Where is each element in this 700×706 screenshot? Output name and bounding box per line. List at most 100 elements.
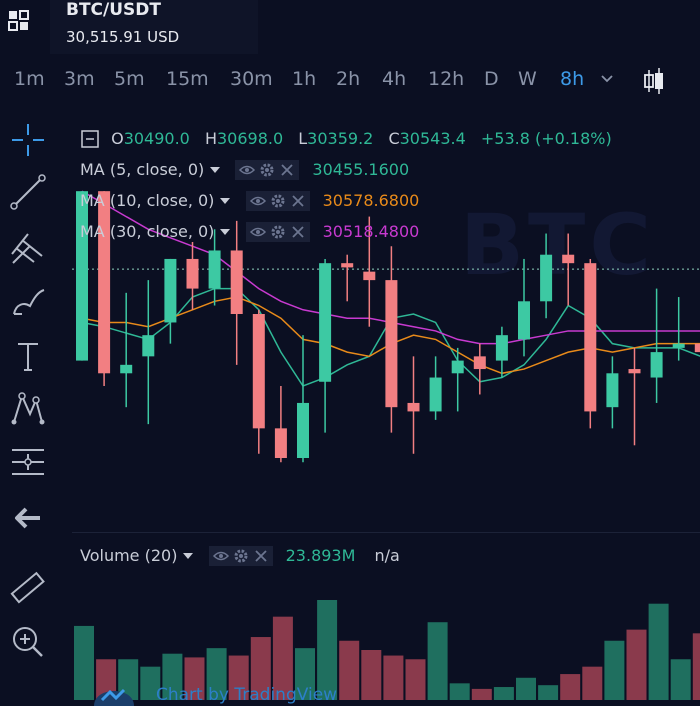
candle[interactable] bbox=[363, 216, 376, 327]
volume-bar bbox=[692, 633, 700, 700]
interval-1m[interactable]: 1m bbox=[14, 68, 45, 90]
volume-bar bbox=[140, 666, 161, 700]
interval-3m[interactable]: 3m bbox=[64, 68, 95, 90]
eye-icon[interactable] bbox=[211, 546, 231, 566]
eye-icon[interactable] bbox=[237, 160, 257, 180]
candle[interactable] bbox=[451, 347, 464, 412]
candle[interactable] bbox=[341, 254, 354, 302]
interval-bar: 1m 3m 5m 15m 30m 1h 2h 4h 12h D W 8h bbox=[0, 66, 700, 96]
text-icon[interactable] bbox=[8, 336, 48, 376]
gear-icon[interactable] bbox=[257, 160, 277, 180]
ma30-legend: MA (30, close, 0) 30518.4800 bbox=[80, 221, 419, 243]
pattern-icon[interactable] bbox=[8, 388, 48, 428]
pane-separator[interactable] bbox=[72, 532, 700, 533]
eye-icon[interactable] bbox=[248, 222, 268, 242]
ma5-value: 30455.1600 bbox=[312, 160, 410, 179]
candle[interactable] bbox=[208, 229, 221, 306]
volume-label[interactable]: Volume (20) bbox=[80, 546, 178, 565]
back-arrow-icon[interactable] bbox=[8, 498, 48, 538]
pitchfork-icon[interactable] bbox=[8, 228, 48, 268]
symbol-name[interactable]: BTC/USDT bbox=[66, 0, 161, 20]
caret-down-icon[interactable] bbox=[183, 552, 194, 559]
caret-down-icon[interactable] bbox=[210, 166, 221, 173]
interval-15m[interactable]: 15m bbox=[166, 68, 209, 90]
candle[interactable] bbox=[252, 309, 265, 454]
gear-icon[interactable] bbox=[268, 191, 288, 211]
volume-bar bbox=[361, 650, 382, 700]
symbol-box[interactable] bbox=[50, 0, 258, 54]
candle[interactable] bbox=[606, 356, 619, 429]
interval-4h[interactable]: 4h bbox=[382, 68, 407, 90]
volume-bar bbox=[295, 648, 315, 700]
ma30-label[interactable]: MA (30, close, 0) bbox=[80, 222, 215, 241]
brush-icon[interactable] bbox=[8, 282, 48, 322]
chevron-down-icon[interactable] bbox=[600, 72, 614, 86]
candle[interactable] bbox=[297, 335, 309, 463]
close-icon[interactable] bbox=[288, 191, 308, 211]
candle[interactable] bbox=[186, 242, 199, 310]
candle[interactable] bbox=[407, 356, 420, 454]
volume-extra: n/a bbox=[374, 546, 400, 565]
candle[interactable] bbox=[672, 297, 685, 361]
interval-5m[interactable]: 5m bbox=[114, 68, 145, 90]
candle[interactable] bbox=[518, 258, 530, 357]
interval-1h[interactable]: 1h bbox=[292, 68, 317, 90]
volume-bar bbox=[449, 683, 470, 700]
candle[interactable] bbox=[540, 233, 553, 319]
close-icon[interactable] bbox=[251, 546, 271, 566]
price-chart[interactable] bbox=[72, 110, 700, 700]
volume-value: 23.893M bbox=[285, 546, 356, 565]
zoom-in-icon[interactable] bbox=[8, 622, 48, 662]
candle[interactable] bbox=[584, 258, 597, 429]
interval-12h[interactable]: 12h bbox=[428, 68, 465, 90]
candle[interactable] bbox=[164, 258, 177, 344]
candle[interactable] bbox=[495, 326, 508, 378]
interval-d[interactable]: D bbox=[484, 68, 499, 90]
candle[interactable] bbox=[76, 191, 88, 361]
candles-type-icon[interactable] bbox=[642, 66, 666, 96]
low-label: L bbox=[298, 129, 308, 148]
open-value: 30490.0 bbox=[123, 129, 190, 148]
candle[interactable] bbox=[319, 258, 332, 433]
close-icon[interactable] bbox=[277, 160, 297, 180]
candle[interactable] bbox=[120, 292, 133, 408]
interval-8h[interactable]: 8h bbox=[560, 68, 585, 90]
menu-grid-icon[interactable] bbox=[8, 10, 30, 32]
ma5-label[interactable]: MA (5, close, 0) bbox=[80, 160, 205, 179]
caret-down-icon[interactable] bbox=[220, 228, 231, 235]
trend-line-icon[interactable] bbox=[8, 172, 48, 212]
collapse-legend-icon[interactable] bbox=[80, 129, 102, 149]
gear-icon[interactable] bbox=[268, 222, 288, 242]
chart-credit-link[interactable]: Chart by TradingView bbox=[156, 685, 338, 705]
ma10-label[interactable]: MA (10, close, 0) bbox=[80, 191, 215, 210]
gear-icon[interactable] bbox=[231, 546, 251, 566]
interval-2h[interactable]: 2h bbox=[336, 68, 361, 90]
tradingview-logo-icon[interactable] bbox=[90, 676, 138, 706]
symbol-price: 30,515.91 USD bbox=[66, 28, 180, 46]
interval-30m[interactable]: 30m bbox=[230, 68, 273, 90]
crosshair-icon[interactable] bbox=[8, 120, 48, 160]
candle[interactable] bbox=[562, 233, 575, 306]
high-label: H bbox=[204, 129, 217, 148]
candle[interactable] bbox=[274, 386, 287, 463]
volume-bar bbox=[206, 648, 227, 700]
candle[interactable] bbox=[230, 220, 243, 365]
symbol-watermark: BTC bbox=[460, 196, 655, 294]
ma10-value: 30578.6800 bbox=[322, 191, 420, 210]
candle[interactable] bbox=[429, 356, 442, 420]
candle[interactable] bbox=[650, 288, 663, 403]
candle[interactable] bbox=[385, 246, 398, 433]
candle[interactable] bbox=[98, 191, 111, 386]
candle[interactable] bbox=[473, 343, 486, 395]
measure-icon[interactable] bbox=[8, 442, 48, 482]
candle[interactable] bbox=[142, 280, 155, 425]
ruler-icon[interactable] bbox=[8, 568, 48, 608]
eye-icon[interactable] bbox=[248, 191, 268, 211]
close-icon[interactable] bbox=[288, 222, 308, 242]
volume-bar bbox=[272, 616, 293, 700]
interval-w[interactable]: W bbox=[518, 68, 537, 90]
ma30-value: 30518.4800 bbox=[322, 222, 420, 241]
candle[interactable] bbox=[628, 347, 641, 446]
candle[interactable] bbox=[694, 314, 700, 382]
caret-down-icon[interactable] bbox=[220, 197, 231, 204]
